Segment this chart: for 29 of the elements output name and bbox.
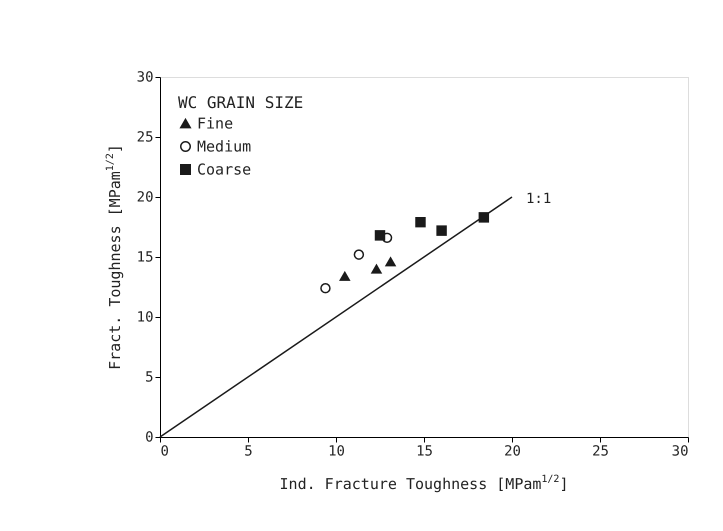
- legend-label: Fine: [197, 114, 234, 132]
- x-tick-label: 20: [504, 444, 521, 460]
- legend-label: Medium: [197, 138, 252, 156]
- y-tick-label: 15: [136, 250, 154, 266]
- y-tick-label: 30: [136, 70, 154, 86]
- x-tick-label: 15: [416, 444, 433, 460]
- point: [385, 257, 396, 266]
- point: [354, 249, 364, 260]
- y-tick-label: 10: [136, 310, 154, 326]
- y-tick-label: 25: [136, 130, 154, 146]
- x-tick-label: 25: [592, 444, 609, 460]
- x-tick-label: 5: [244, 444, 253, 460]
- x-tick-label: 10: [328, 444, 345, 460]
- y-tick-label: 0: [145, 430, 154, 446]
- y-tick-label: 20: [136, 190, 154, 206]
- legend-label: Coarse: [197, 160, 252, 178]
- point: [478, 212, 490, 223]
- point: [320, 282, 331, 294]
- point: [374, 230, 386, 241]
- x-tick-label: 30: [672, 444, 688, 460]
- y-axis-title: Fract. Toughness [MPam1/2]: [105, 144, 124, 370]
- point: [371, 264, 382, 274]
- legend-title: WC GRAIN SIZE: [178, 93, 304, 112]
- point: [340, 272, 350, 281]
- annotation: 1:1: [526, 191, 552, 207]
- y-tick-label: 5: [145, 370, 154, 386]
- point: [415, 216, 426, 228]
- point: [436, 225, 447, 236]
- x-tick-label: 0: [160, 444, 169, 460]
